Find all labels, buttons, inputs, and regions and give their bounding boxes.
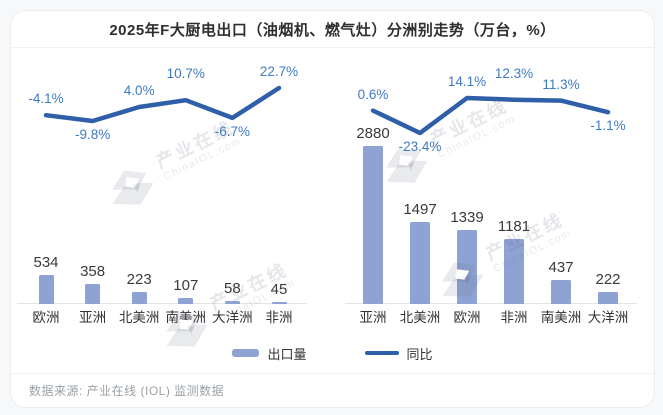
bar-value-label: 358 — [80, 263, 106, 281]
bar-欧洲 — [457, 230, 477, 304]
x-axis-line — [17, 303, 307, 304]
axis-category-label: 非洲 — [500, 310, 528, 325]
line-value-label: 14.1% — [447, 74, 487, 89]
axis-category-label: 北美洲 — [399, 310, 441, 325]
bar-value-label: 45 — [270, 280, 288, 298]
charts-layer: 534 欧洲 358 亚洲 223 北美洲 107 南美洲 58 大洋洲 45 非洲 -4.1% -9.8… — [11, 11, 654, 407]
line-value-label: 10.7% — [166, 66, 205, 82]
line-value-label: 12.3% — [494, 65, 534, 81]
bar-value-label: 1497 — [403, 200, 437, 218]
bar-亚洲 — [85, 284, 101, 304]
axis-category-label: 南美洲 — [165, 310, 207, 325]
line-value-label: -23.4% — [398, 139, 442, 154]
chart-legend: 出口量 同比 — [11, 342, 654, 364]
bar-value-label: 222 — [595, 270, 621, 288]
chart-title: 2025年F大厨电出口（油烟机、燃气灶）分洲别走势（万台，%） — [109, 21, 556, 39]
axis-category-label: 北美洲 — [118, 310, 160, 325]
bar-大洋洲 — [224, 300, 240, 304]
bar-非洲 — [271, 301, 287, 304]
line-value-label: -6.7% — [214, 123, 251, 139]
axis-category-label: 亚洲 — [79, 310, 107, 325]
legend-label-export-volume: 出口量 — [267, 346, 307, 362]
bar-北美洲 — [410, 221, 430, 304]
line-value-label: -4.1% — [28, 91, 64, 107]
data-source-text: 数据来源: 产业在线 (IOL) 监测数据 — [29, 384, 225, 398]
axis-category-label: 非洲 — [265, 310, 293, 325]
chart-card: 534 欧洲 358 亚洲 223 北美洲 107 南美洲 58 大洋洲 45 非洲 -4.1% -9.8… — [10, 10, 655, 408]
bar-value-label: 534 — [33, 253, 59, 271]
axis-category-label: 欧洲 — [453, 310, 481, 325]
axis-category-label: 大洋洲 — [212, 310, 253, 325]
bar-亚洲 — [363, 145, 383, 304]
line-series-swatch — [364, 351, 399, 355]
line-value-label: 11.3% — [542, 76, 580, 92]
trend-line — [370, 95, 611, 136]
line-value-label: -1.1% — [590, 118, 626, 134]
bar-value-label: 1339 — [450, 209, 484, 227]
chart-stage: 534 欧洲 358 亚洲 223 北美洲 107 南美洲 58 大洋洲 45 非洲 -4.1% -9.8… — [11, 11, 654, 407]
bar-value-label: 1181 — [497, 218, 531, 235]
bar-欧洲 — [38, 274, 54, 304]
axis-category-label: 南美洲 — [540, 310, 582, 325]
legend-item-export-volume: 出口量 — [232, 344, 307, 363]
axis-category-label: 欧洲 — [32, 310, 60, 325]
chart-footer: 数据来源: 产业在线 (IOL) 监测数据 — [11, 373, 654, 407]
bar-value-label: 107 — [173, 277, 199, 295]
bar-series-swatch — [232, 349, 260, 357]
legend-label-yoy: 同比 — [406, 346, 433, 362]
bar-value-label: 437 — [548, 259, 574, 276]
chart-header: 2025年F大厨电出口（油烟机、燃气灶）分洲别走势（万台，%） — [11, 11, 654, 48]
bar-北美洲 — [131, 291, 147, 304]
bar-南美洲 — [178, 298, 194, 304]
legend-item-yoy: 同比 — [364, 344, 433, 363]
line-value-label: 22.7% — [259, 64, 299, 79]
line-value-label: 4.0% — [123, 83, 155, 98]
bar-value-label: 223 — [126, 270, 152, 288]
bar-南美洲 — [551, 280, 571, 304]
x-axis-line — [345, 303, 637, 304]
line-value-label: 0.6% — [357, 86, 389, 102]
axis-category-label: 大洋洲 — [587, 310, 629, 325]
bar-大洋洲 — [598, 291, 618, 304]
line-value-label: -9.8% — [74, 127, 111, 142]
axis-category-label: 亚洲 — [359, 310, 387, 325]
bar-value-label: 58 — [224, 279, 241, 297]
bar-非洲 — [504, 239, 524, 304]
